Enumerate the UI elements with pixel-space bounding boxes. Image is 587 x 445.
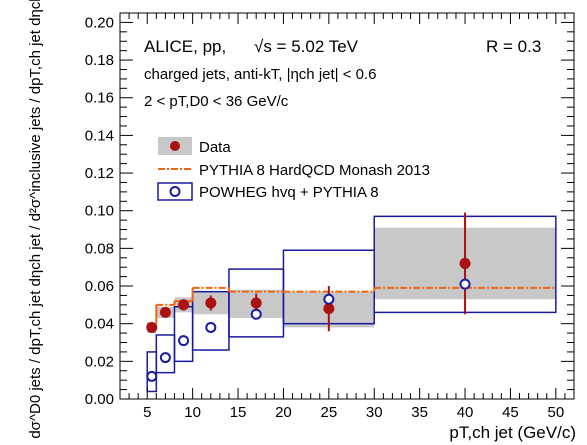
- y-tick-label-7: 0.14: [85, 127, 114, 144]
- data-point-4: [250, 297, 262, 309]
- powheg-point-5: [323, 293, 335, 305]
- y-tick-label-10: 0.20: [85, 14, 114, 31]
- y-tick-label-9: 0.18: [85, 52, 114, 69]
- y-axis-ticks: 0.00 0.02 0.04 0.06 0.08 0.10 0.12 0.14 0.16 0.18…: [85, 14, 574, 408]
- powheg-point-3: [205, 321, 217, 333]
- legend-powheg-box: [157, 182, 193, 201]
- powheg-point-2: [178, 335, 190, 347]
- powheg-box-2: [173, 305, 194, 363]
- y-tick-label-6: 0.12: [85, 165, 114, 182]
- y-tick-label-3: 0.06: [85, 278, 114, 295]
- legend-data-label: Data: [199, 139, 231, 156]
- y-tick-label-4: 0.08: [85, 240, 114, 257]
- legend-pythia-label: PYTHIA 8 HardQCD Monash 2013: [199, 162, 430, 179]
- pt-cut-label: 2 < pT,D0 < 36 GeV/c: [144, 93, 289, 110]
- x-tick-label-40: 40: [457, 404, 474, 421]
- y-tick-label-0: 0.00: [85, 391, 114, 408]
- legend-data-marker: [170, 141, 180, 151]
- x-tick-label-20: 20: [275, 404, 292, 421]
- data-point-6: [459, 257, 471, 269]
- y-tick-label-5: 0.10: [85, 203, 114, 220]
- legend: Data PYTHIA 8 HardQCD Monash 2013 POWHEG…: [157, 137, 430, 201]
- data-points: [146, 212, 471, 333]
- x-tick-label-50: 50: [547, 404, 564, 421]
- selection-label: charged jets, anti-kT, |ηch jet| < 0.6: [144, 66, 377, 83]
- data-point-0: [146, 321, 158, 333]
- powheg-point-0: [146, 370, 158, 382]
- y-tick-label-1: 0.02: [85, 353, 114, 370]
- y-axis-label: dσ^D0 jets / dpT,ch jet dηch jet / d²σ^i…: [27, 0, 44, 439]
- y-tick-label-8: 0.16: [85, 90, 114, 107]
- x-tick-label-35: 35: [411, 404, 428, 421]
- x-axis-ticks: 5 10 15 20 25 30 35 40 45 50: [119, 13, 575, 421]
- radius-label: R = 0.3: [486, 37, 541, 56]
- x-tick-label-15: 15: [230, 404, 247, 421]
- powheg-point-6: [459, 278, 471, 290]
- data-point-3: [205, 297, 217, 309]
- powheg-point-1: [159, 352, 171, 364]
- collaboration-label: ALICE, pp,: [144, 37, 226, 56]
- legend-powheg-label: POWHEG hvq + PYTHIA 8: [199, 184, 379, 201]
- x-tick-label-45: 45: [502, 404, 519, 421]
- powheg-markers: [146, 278, 471, 382]
- x-tick-label-30: 30: [366, 404, 383, 421]
- x-tick-label-5: 5: [143, 404, 151, 421]
- energy-label: √s = 5.02 TeV: [254, 37, 359, 56]
- x-axis-label: pT,ch jet (GeV/c): [449, 423, 576, 442]
- powheg-point-4: [250, 308, 262, 320]
- y-tick-label-2: 0.04: [85, 316, 114, 333]
- x-tick-label-25: 25: [320, 404, 337, 421]
- data-point-1: [159, 306, 171, 318]
- data-point-5: [323, 303, 335, 315]
- data-point-2: [178, 299, 190, 311]
- systematics-bands: [147, 227, 556, 334]
- legend-powheg-marker: [169, 186, 181, 197]
- x-tick-label-10: 10: [184, 404, 201, 421]
